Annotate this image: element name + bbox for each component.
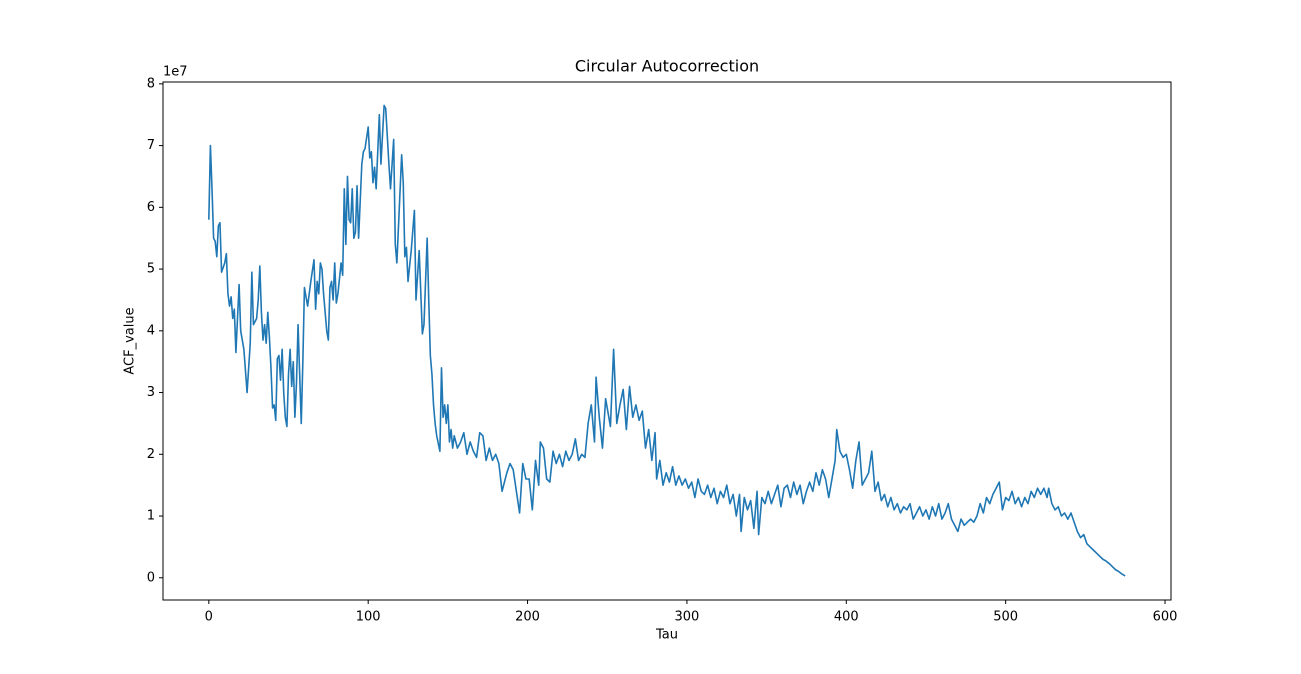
x-tick-label: 100 xyxy=(356,610,381,625)
y-tick-label: 1 xyxy=(147,509,155,524)
y-tick-label: 4 xyxy=(147,323,155,338)
x-tick-label: 400 xyxy=(834,610,859,625)
x-tick-label: 0 xyxy=(205,610,213,625)
data-line xyxy=(208,104,1126,577)
y-tick-label: 6 xyxy=(147,200,155,215)
x-tick-label: 300 xyxy=(675,610,700,625)
plot-frame xyxy=(162,81,1172,601)
x-tick-label: 500 xyxy=(993,610,1018,625)
x-tick-label: 200 xyxy=(515,610,540,625)
y-tick-label: 2 xyxy=(147,447,155,462)
y-tick-label: 8 xyxy=(147,76,155,91)
chart-title: Circular Autocorrection xyxy=(575,57,759,76)
x-tick-label: 600 xyxy=(1153,610,1178,625)
y-tick-label: 3 xyxy=(147,385,155,400)
y-tick-label: 0 xyxy=(147,570,155,585)
y-tick-label: 7 xyxy=(147,138,155,153)
x-axis-label: Tau xyxy=(655,628,678,643)
y-tick-label: 5 xyxy=(147,262,155,277)
y-offset-label: 1e7 xyxy=(163,65,188,80)
y-axis-label: ACF_value xyxy=(123,307,138,374)
